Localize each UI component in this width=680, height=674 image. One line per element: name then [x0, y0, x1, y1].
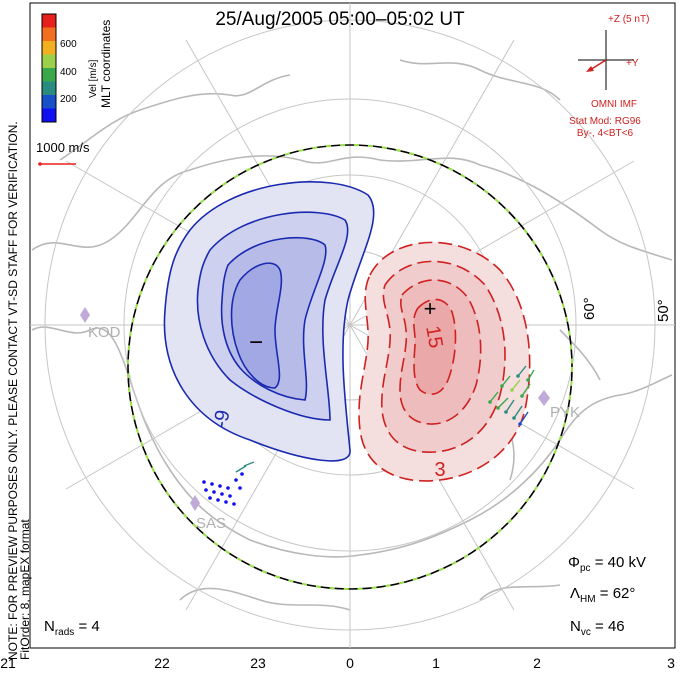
- dusk-cell: − -9: [163, 181, 375, 462]
- colorbar-swatch: [42, 108, 56, 122]
- vector-scale-label: 1000 m/s: [36, 140, 90, 155]
- vector-scale-dot: [38, 162, 42, 166]
- colorbar-border: [41, 13, 57, 123]
- colorbar-tick-600: 600: [60, 39, 77, 50]
- coord-label: MLT coordinates: [99, 20, 113, 108]
- imf-vector: [589, 59, 607, 71]
- station-labels: KOD SAS PYK: [88, 324, 580, 532]
- colorbar-swatch: [42, 27, 56, 41]
- station-sas: SAS: [196, 515, 226, 532]
- dawn-cell-sign: +: [424, 296, 437, 321]
- stat-n-vc: Nvc = 46: [570, 618, 625, 638]
- station-markers: [80, 307, 550, 511]
- hour-label-3: 3: [667, 655, 675, 671]
- imf-model: Stat Mod: RG96: [569, 116, 641, 127]
- imf-z-label: +Z (5 nT): [608, 14, 649, 25]
- dawn-cell-label-outer: 3: [434, 459, 445, 481]
- station-kod: KOD: [88, 324, 121, 341]
- stat-lambda-hm: ΛHM = 62°: [570, 585, 636, 605]
- colorbar-tick-200: 200: [60, 94, 77, 105]
- stat-phi-pc: Φpc = 40 kV: [568, 554, 646, 574]
- velocity-vectors-east: [488, 365, 535, 426]
- imf-condition: By-, 4<BT<6: [577, 128, 634, 139]
- colorbar-swatch: [42, 81, 56, 95]
- velocity-colorbar: [41, 13, 57, 123]
- velocity-vectors-west: [202, 461, 255, 506]
- colorbar-swatch: [42, 95, 56, 109]
- hour-label-0: 0: [346, 655, 354, 671]
- map-title: 25/Aug/2005 05:00–05:02 UT: [215, 9, 465, 30]
- colorbar-ticks: 600 400 200: [60, 39, 77, 105]
- colorbar-swatch: [42, 68, 56, 82]
- imf-dial: [578, 30, 634, 90]
- lat-label-60: 60°: [581, 297, 598, 320]
- stat-n-rads: Nrads = 4: [44, 618, 100, 638]
- imf-y-label: +Y: [626, 58, 639, 69]
- colorbar-tick-400: 400: [60, 67, 77, 78]
- dawn-cell-label: 15: [421, 324, 447, 350]
- station-pyk: PYK: [550, 404, 580, 421]
- side-fitorder: FitOrder: 8, mapEX format: [18, 519, 32, 660]
- hour-label-2: 2: [533, 655, 541, 671]
- hour-label-22: 22: [154, 655, 170, 671]
- dusk-cell-label: -9: [210, 408, 235, 429]
- hour-label-23: 23: [250, 655, 266, 671]
- colorbar-swatch: [42, 54, 56, 68]
- dusk-cell-sign: −: [249, 329, 263, 356]
- imf-arrowhead: [586, 66, 594, 72]
- dawn-cell: [358, 241, 531, 482]
- colorbar-swatch: [42, 41, 56, 55]
- hm-boundary-dashes: [127, 144, 573, 590]
- hour-label-1: 1: [432, 655, 440, 671]
- lat-label-50: 50°: [655, 299, 672, 322]
- imf-source: OMNI IMF: [591, 99, 637, 110]
- hour-label-21: 21: [0, 655, 16, 671]
- colorbar-swatch: [42, 14, 56, 28]
- colorbar-label: Vel [m/s]: [88, 59, 99, 98]
- fit-order: FitOrder: 8, mapEX format: [18, 519, 32, 660]
